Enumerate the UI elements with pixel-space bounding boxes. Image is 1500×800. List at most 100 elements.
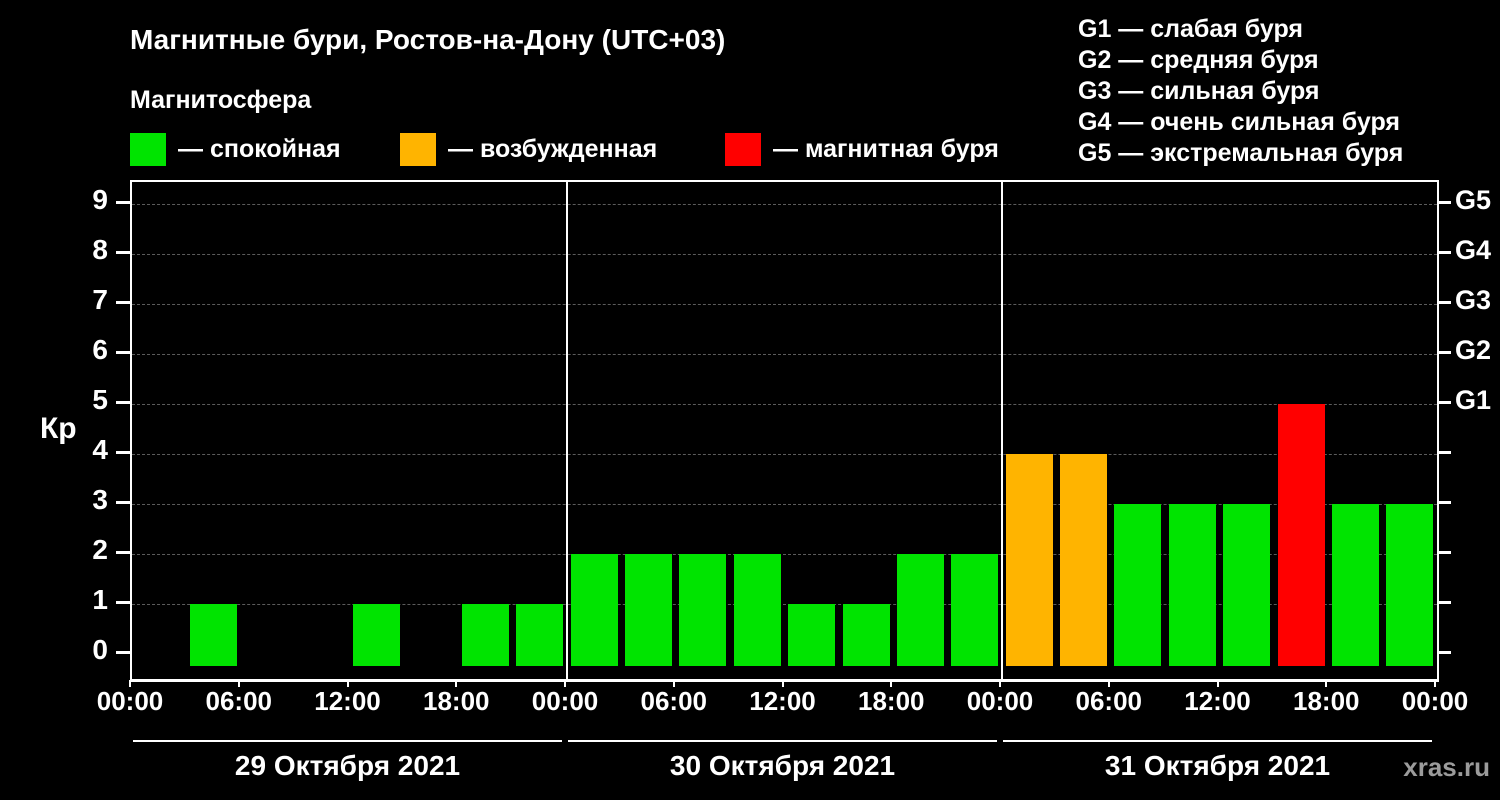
g-scale-axis-label: G1 [1455, 385, 1492, 415]
x-axis-tick [1325, 680, 1328, 687]
x-tick-label: 06:00 [640, 686, 708, 716]
legend-item-excited: — возбужденная [400, 131, 657, 167]
y-axis-tick [116, 451, 130, 454]
quiet-color-swatch [130, 132, 166, 166]
y-axis-tick [116, 651, 130, 654]
x-axis-tick [999, 680, 1001, 687]
kp-bar [896, 554, 944, 666]
x-axis-tick [346, 680, 349, 687]
watermark: xras.ru [1403, 752, 1490, 782]
legend-label-quiet: — спокойная [178, 134, 341, 163]
kp-bar [1331, 504, 1379, 666]
date-bracket-line [568, 740, 997, 742]
y-axis-tick [116, 551, 130, 554]
x-axis-tick [237, 680, 240, 687]
kp-bar [1005, 454, 1053, 666]
x-tick-label: 00:00 [966, 686, 1034, 716]
kp-bar [1114, 504, 1162, 666]
storm-scale-g3: G3 — сильная буря [1078, 77, 1320, 105]
storm-scale-legend: G1 — слабая буря G2 — средняя буря G3 — … [1078, 14, 1403, 169]
y-axis-tick-right [1437, 401, 1451, 404]
legend-item-storm: — магнитная буря [725, 131, 999, 167]
y-axis-tick [116, 301, 130, 304]
excited-color-swatch [400, 132, 436, 166]
kp-bar [733, 554, 781, 666]
gridline-kp-8 [132, 254, 1437, 255]
gridline-kp-6 [132, 354, 1437, 355]
kp-bar [842, 604, 890, 666]
kp-bar [516, 604, 564, 666]
kp-bar [190, 604, 238, 666]
y-axis-tick-right [1437, 351, 1451, 354]
kp-bar [679, 554, 727, 666]
g-scale-axis-label: G2 [1455, 335, 1492, 365]
y-axis-tick [116, 251, 130, 254]
x-tick-label: 00:00 [1401, 686, 1469, 716]
kp-bar [951, 554, 999, 666]
g-scale-axis-label: G5 [1455, 185, 1492, 215]
date-label: 30 Октября 2021 [669, 750, 896, 781]
date-bracket-line [133, 740, 562, 742]
y-axis-tick [116, 401, 130, 404]
y-axis-tick-right [1437, 501, 1451, 504]
storm-color-swatch [725, 132, 761, 166]
kp-bar [570, 554, 618, 666]
gridline-kp-2 [132, 554, 1437, 555]
date-label: 31 Октября 2021 [1104, 750, 1331, 781]
chart-title: Магнитные бури, Ростов-на-Дону (UTC+03) [130, 24, 726, 55]
storm-scale-g5: G5 — экстремальная буря [1078, 139, 1404, 167]
y-tick-label: 3 [92, 484, 108, 515]
x-axis-tick [564, 680, 566, 687]
x-axis-tick [1216, 680, 1219, 687]
y-tick-label: 1 [92, 584, 108, 615]
x-axis-tick [781, 680, 784, 687]
x-axis-tick [890, 680, 893, 687]
kp-bar [1168, 504, 1216, 666]
y-tick-label: 4 [92, 434, 108, 465]
y-axis-tick [116, 601, 130, 604]
x-tick-label: 00:00 [96, 686, 164, 716]
y-tick-label: 5 [92, 384, 108, 415]
y-tick-label: 6 [92, 334, 108, 365]
kp-bar [461, 604, 509, 666]
y-tick-label: 8 [92, 234, 108, 265]
y-tick-label: 2 [92, 534, 108, 565]
kp-bar [353, 604, 401, 666]
gridline-kp-4 [132, 454, 1437, 455]
storm-scale-g1: G1 — слабая буря [1078, 15, 1304, 43]
kp-bar [788, 604, 836, 666]
date-bracket-line [1003, 740, 1432, 742]
y-axis-tick-right [1437, 651, 1451, 654]
legend-label-storm: — магнитная буря [773, 134, 999, 163]
x-axis-tick [455, 680, 458, 687]
gridline-kp-7 [132, 304, 1437, 305]
date-label: 29 Октября 2021 [234, 750, 461, 781]
kp-bar [1223, 504, 1271, 666]
x-tick-label: 06:00 [205, 686, 273, 716]
x-tick-label: 06:00 [1075, 686, 1143, 716]
y-tick-label: 0 [92, 634, 108, 665]
x-tick-label: 12:00 [314, 686, 381, 716]
kp-bar [625, 554, 673, 666]
y-axis-tick-right [1437, 251, 1451, 254]
y-axis-tick-right [1437, 301, 1451, 304]
x-axis-tick [1107, 680, 1110, 687]
x-tick-label: 18:00 [1293, 686, 1360, 716]
y-tick-label: 7 [92, 284, 108, 315]
gridline-kp-3 [132, 504, 1437, 505]
kp-bar [1060, 454, 1108, 666]
x-tick-label: 18:00 [423, 686, 490, 716]
kp-bar [1386, 504, 1434, 666]
storm-scale-g2: G2 — средняя буря [1078, 46, 1319, 74]
storm-scale-g4: G4 — очень сильная буря [1078, 108, 1400, 136]
x-axis-tick [672, 680, 675, 687]
x-tick-label: 00:00 [531, 686, 599, 716]
y-axis-tick-right [1437, 551, 1451, 554]
g-scale-axis-label: G4 [1455, 235, 1492, 265]
y-axis-tick [116, 501, 130, 504]
y-axis-tick-right [1437, 201, 1451, 204]
day-separator-line [1001, 182, 1003, 679]
y-axis-tick [116, 201, 130, 204]
gridline-kp-5 [132, 404, 1437, 405]
